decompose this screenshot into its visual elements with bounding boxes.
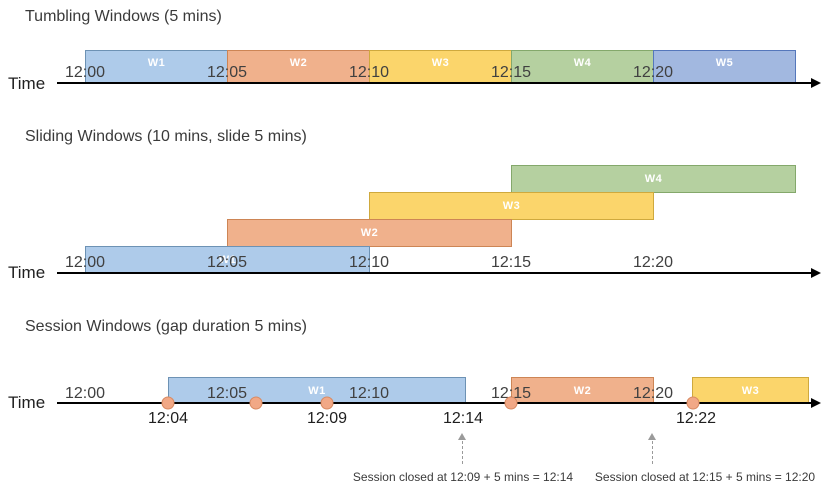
session-event-dot-1204 [161,396,175,410]
sliding-window-w2-label: W2 [360,227,379,239]
session-tick-1220: 12:20 [632,385,674,402]
tumbling-window-w2-label: W2 [289,57,308,69]
tumbling-time-axis-label: Time [8,74,46,93]
tumbling-tick-1205: 12:05 [206,64,248,81]
sliding-tick-1215: 12:15 [490,254,532,271]
session-window-w1-label: W1 [308,384,326,397]
session-tick-1200: 12:00 [64,385,106,402]
session-close-arrowhead-2-icon [648,433,656,440]
tumbling-window-w1-label: W1 [147,57,166,69]
sliding-axis-arrowhead-icon [811,268,821,278]
session-event-label-1209: 12:09 [306,410,348,427]
sliding-time-axis [57,272,813,274]
session-event-dot-1209 [320,396,334,410]
session-time-axis-label: Time [8,393,46,412]
session-event-label-1222: 12:22 [675,410,717,427]
tumbling-window-w3: W3 [369,50,512,84]
tumbling-tick-1210: 12:10 [348,64,390,81]
tumbling-window-w3-label: W3 [431,57,450,69]
session-window-w1: W1 [168,377,466,404]
session-window-w2-label: W2 [573,384,592,397]
tumbling-tick-1220: 12:20 [632,64,674,81]
sliding-window-w1: W1 [85,246,370,274]
session-closed-annotation-1: Session closed at 12:09 + 5 mins = 12:14 [352,470,574,484]
sliding-window-w4-label: W4 [644,173,663,185]
session-close-arrowhead-1-icon [458,433,466,440]
session-event-label-1214: 12:14 [442,410,484,427]
tumbling-section-title: Tumbling Windows (5 mins) [25,8,222,25]
tumbling-window-w5-label: W5 [715,57,734,69]
tumbling-window-w1: W1 [85,50,228,84]
session-event-dot-1222 [686,396,700,410]
session-tick-1215: 12:15 [490,385,532,402]
tumbling-tick-1200: 12:00 [64,64,106,81]
sliding-window-w3: W3 [369,192,654,220]
session-axis-arrowhead-icon [811,398,821,408]
session-window-w2: W2 [511,377,654,404]
tumbling-window-w5: W5 [653,50,796,84]
session-event-dot-1206 [249,396,263,410]
session-close-arrow-1 [462,441,463,464]
sliding-window-w4: W4 [511,165,796,193]
sliding-tick-1205: 12:05 [206,254,248,271]
tumbling-tick-1215: 12:15 [490,64,532,81]
session-event-label-1204: 12:04 [147,410,189,427]
session-time-axis [57,402,813,404]
tumbling-window-w4-label: W4 [573,57,592,69]
sliding-tick-1220: 12:20 [632,254,674,271]
sliding-tick-1200: 12:00 [64,254,106,271]
session-event-dot-1215 [504,396,518,410]
sliding-window-w2: W2 [227,219,512,247]
session-close-arrow-2 [652,441,653,464]
sliding-time-axis-label: Time [8,263,46,282]
sliding-tick-1210: 12:10 [348,254,390,271]
sliding-window-w1-label: W1 [218,254,237,266]
session-section-title: Session Windows (gap duration 5 mins) [25,318,307,335]
tumbling-time-axis [57,82,813,84]
session-closed-annotation-2: Session closed at 12:15 + 5 mins = 12:20 [594,470,816,484]
tumbling-axis-arrowhead-icon [811,78,821,88]
sliding-window-w3-label: W3 [502,200,521,212]
sliding-section-title: Sliding Windows (10 mins, slide 5 mins) [25,128,307,145]
session-window-w3: W3 [692,377,809,404]
session-tick-1210: 12:10 [348,385,390,402]
session-window-w3-label: W3 [741,384,760,397]
session-tick-1205: 12:05 [206,385,248,402]
